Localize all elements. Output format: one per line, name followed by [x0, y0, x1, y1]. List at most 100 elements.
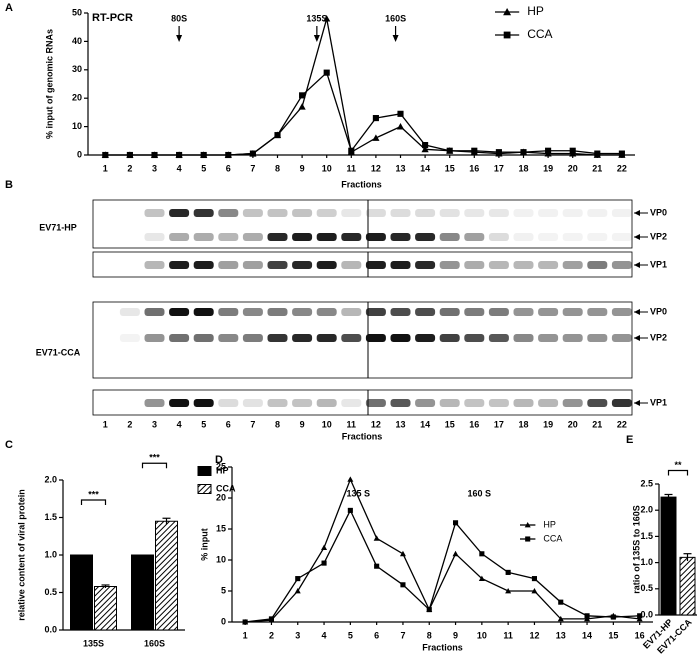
blot-band [169, 399, 190, 407]
x-tick-label: 4 [322, 630, 327, 640]
x-tick-label: 1 [103, 163, 108, 173]
lane-label: 17 [494, 419, 504, 429]
legend-swatch [197, 466, 212, 476]
x-tick-label: 17 [494, 163, 504, 173]
y-tick-label: 2.5 [640, 478, 653, 488]
bar [94, 586, 117, 631]
blot-band [169, 308, 190, 316]
blot-band [513, 209, 534, 217]
lane-label: 7 [250, 419, 255, 429]
x-tick-label: 22 [617, 163, 627, 173]
y-tick-label: 25 [216, 461, 226, 471]
lane-label: 16 [469, 419, 479, 429]
marker [505, 588, 512, 594]
marker [299, 92, 306, 99]
bar [131, 554, 154, 631]
blot-band [169, 233, 190, 241]
marker [426, 607, 432, 613]
blot-band [267, 399, 288, 407]
lane-label: 3 [152, 419, 157, 429]
legend-label: HP [216, 465, 229, 475]
y-tick-label: 0 [77, 149, 82, 159]
band-arrowhead [634, 234, 640, 240]
y-tick-label: 40 [72, 36, 82, 46]
blot-band [169, 261, 190, 269]
marker [151, 151, 158, 159]
y-tick-label: 20 [72, 93, 82, 103]
x-tick-label: 12 [529, 630, 539, 640]
marker [102, 151, 109, 159]
blot-band [611, 334, 632, 342]
marker [347, 507, 353, 513]
panel-label: D [215, 454, 223, 466]
blot-band [169, 334, 190, 342]
band-arrowhead [634, 309, 640, 315]
blot-band [611, 308, 632, 316]
annotation-arrowhead [176, 35, 183, 42]
y-axis-label: ratio of 135S to 160S [631, 505, 641, 594]
y-axis-label: relative content of viral protein [16, 489, 26, 621]
marker [397, 110, 404, 117]
blot-band [242, 261, 263, 269]
blot-band [439, 334, 460, 342]
blot-frame [92, 199, 633, 249]
panel-label: E [626, 434, 633, 446]
marker [323, 15, 331, 22]
blot-band [292, 233, 313, 241]
annotation: 80S [171, 13, 187, 23]
x-tick-label: 7 [400, 630, 405, 640]
series-line [245, 508, 640, 623]
blot-band [144, 209, 165, 217]
x-tick-label: 135S [83, 638, 104, 648]
marker [636, 615, 643, 622]
blot-band [513, 399, 534, 407]
marker [274, 132, 281, 139]
marker [452, 550, 459, 557]
blot-band [587, 308, 608, 316]
blot-band [439, 233, 460, 241]
blot-band [488, 261, 509, 269]
group-label: EV71-HP [39, 222, 77, 232]
y-tick-label: 0.5 [44, 587, 57, 597]
marker [618, 150, 625, 157]
marker [295, 576, 301, 582]
lane-label: 14 [420, 419, 430, 429]
marker [372, 134, 380, 141]
blot-band [611, 261, 632, 269]
blot-band [488, 334, 509, 342]
legend-swatch [197, 484, 212, 494]
blot-band [218, 399, 239, 407]
band-arrowhead [634, 400, 640, 406]
blot-band [538, 399, 559, 407]
blot-band [365, 334, 386, 342]
y-tick-label: 1.5 [44, 512, 57, 522]
x-tick-label: 13 [556, 630, 566, 640]
marker [321, 560, 327, 566]
panel-label: C [5, 439, 13, 451]
x-axis-label: Fractions [341, 179, 382, 189]
blot-band [341, 209, 362, 217]
blot-band [439, 209, 460, 217]
x-tick-label: 6 [226, 163, 231, 173]
blot-band [587, 233, 608, 241]
y-tick-label: 10 [216, 554, 226, 564]
x-tick-label: 3 [152, 163, 157, 173]
blot-band [415, 334, 436, 342]
blot-band [538, 261, 559, 269]
series-line [245, 477, 640, 623]
annotation-arrowhead [313, 35, 320, 42]
marker [422, 142, 429, 149]
marker [545, 147, 552, 154]
legend-label: CCA [543, 533, 562, 543]
marker [610, 614, 616, 620]
x-tick-label: 8 [275, 163, 280, 173]
marker [421, 145, 429, 153]
lane-label: 21 [592, 419, 602, 429]
blot-band [193, 334, 214, 342]
blot-band [316, 209, 337, 217]
blot-band [488, 399, 509, 407]
blot-band [390, 261, 411, 269]
blot-band [415, 261, 436, 269]
y-tick-label: 0.0 [44, 624, 57, 634]
blot-band [562, 233, 583, 241]
